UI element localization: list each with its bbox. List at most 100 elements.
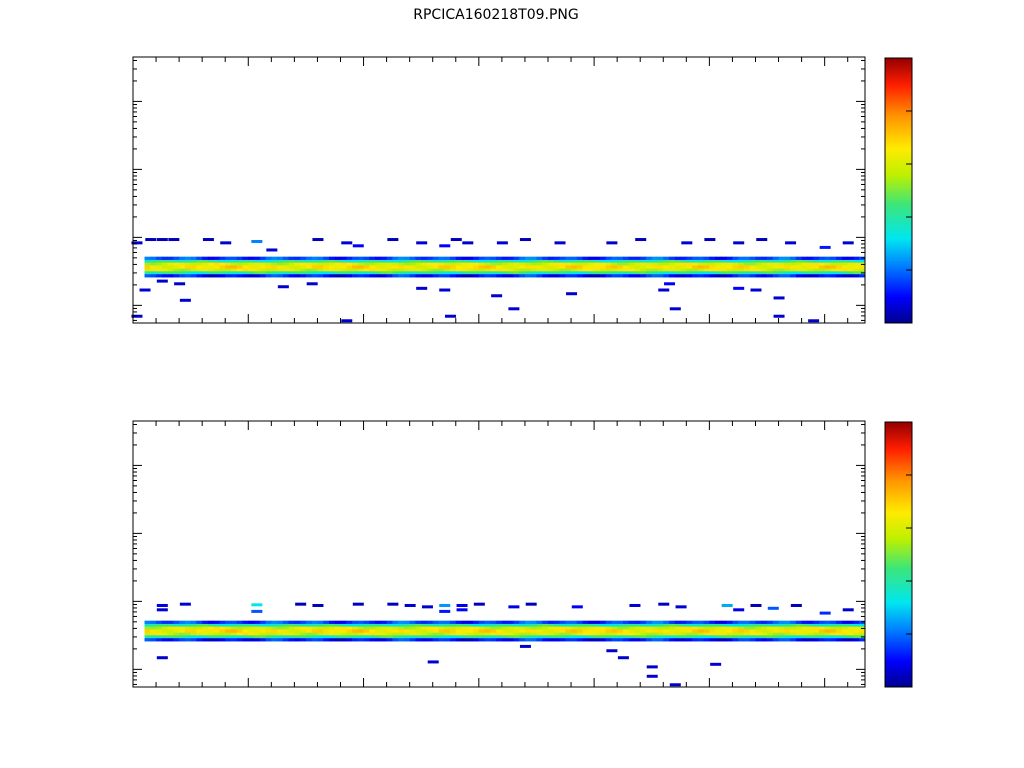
band-cell: [697, 265, 705, 269]
data-cell: [427, 660, 439, 664]
colorbar-segment: [885, 287, 912, 291]
band-cell: [392, 637, 399, 642]
band-cell: [680, 271, 687, 275]
band-cell: [830, 262, 837, 266]
band-cell: [254, 620, 261, 624]
band-cell: [634, 265, 641, 269]
band-cell: [340, 256, 347, 260]
colorbar-segment: [885, 660, 912, 664]
band-cell: [473, 626, 480, 630]
band-cell: [813, 262, 820, 266]
colorbar-segment: [885, 680, 912, 684]
band-cell: [225, 273, 232, 278]
band-cell: [720, 273, 728, 278]
colorbar-segment: [885, 212, 912, 216]
band-cell: [559, 265, 566, 269]
band-cell: [328, 635, 336, 639]
band-cell: [161, 259, 168, 263]
band-cell: [576, 256, 583, 260]
band-cell: [588, 637, 595, 642]
band-cell: [605, 273, 612, 278]
band-cell: [501, 626, 509, 630]
band-cell: [398, 271, 405, 275]
band-cell: [507, 626, 514, 630]
band-cell: [173, 626, 180, 630]
band-cell: [421, 620, 428, 624]
colorbar-segment: [885, 183, 912, 187]
band-cell: [732, 271, 739, 275]
band-cell: [334, 623, 341, 627]
band-cell: [692, 629, 699, 633]
band-cell: [363, 262, 370, 266]
band-cell: [271, 629, 278, 633]
band-cell: [369, 259, 376, 263]
band-cell: [853, 629, 860, 633]
spectrogram-scatter: [156, 602, 854, 687]
colorbar-segment: [885, 499, 912, 502]
band-cell: [565, 273, 572, 278]
data-cell: [439, 609, 451, 613]
colorbar-segment: [885, 651, 912, 655]
band-cell: [657, 256, 664, 260]
band-cell: [784, 273, 791, 278]
band-cell: [386, 259, 393, 263]
band-cell: [501, 271, 509, 275]
band-cell: [536, 273, 543, 278]
band-cell: [617, 620, 624, 624]
band-cell: [352, 632, 359, 636]
band-cell: [732, 273, 739, 278]
band-cell: [150, 626, 157, 630]
band-cell: [720, 637, 728, 642]
band-cell: [323, 271, 330, 275]
band-cell: [767, 629, 774, 633]
band-cell: [173, 620, 180, 624]
band-cell: [582, 271, 589, 275]
band-cell: [726, 623, 733, 627]
band-cell: [219, 265, 226, 269]
colorbar-segment: [885, 281, 912, 284]
band-cell: [352, 623, 359, 627]
band-cell: [594, 626, 601, 630]
band-cell: [357, 268, 364, 272]
band-cell: [352, 273, 359, 278]
band-cell: [513, 635, 520, 639]
band-cell: [415, 262, 422, 266]
band-cell: [824, 623, 831, 627]
colorbar-segment: [885, 298, 912, 302]
band-cell: [743, 626, 751, 630]
colorbar-segment: [885, 303, 912, 306]
data-cell: [312, 238, 324, 242]
band-cell: [732, 629, 739, 633]
band-cell: [617, 623, 624, 627]
band-cell: [582, 273, 589, 278]
band-cell: [720, 259, 728, 263]
band-cell: [484, 271, 491, 275]
band-cell: [398, 265, 405, 269]
band-cell: [524, 632, 532, 636]
band-cell: [473, 259, 480, 263]
band-cell: [513, 265, 520, 269]
band-cell: [565, 629, 572, 633]
band-cell: [248, 620, 255, 624]
band-cell: [167, 268, 174, 272]
band-cell: [438, 629, 445, 633]
band-cell: [749, 626, 756, 630]
band-cell: [282, 256, 290, 260]
band-cell: [300, 626, 307, 630]
band-cell: [450, 635, 457, 639]
band-cell: [346, 623, 353, 627]
band-cell: [173, 256, 180, 260]
band-cell: [242, 271, 249, 275]
band-cell: [790, 265, 797, 269]
band-cell: [455, 623, 462, 627]
band-cell: [611, 629, 618, 633]
band-cell: [363, 259, 370, 263]
colorbar-segment: [885, 459, 912, 463]
band-cell: [415, 629, 422, 633]
band-cell: [415, 637, 422, 642]
band-cell: [513, 623, 520, 627]
band-cell: [686, 262, 693, 266]
colorbar-segment: [885, 285, 912, 289]
band-cell: [617, 626, 624, 630]
band-cell: [478, 256, 485, 260]
